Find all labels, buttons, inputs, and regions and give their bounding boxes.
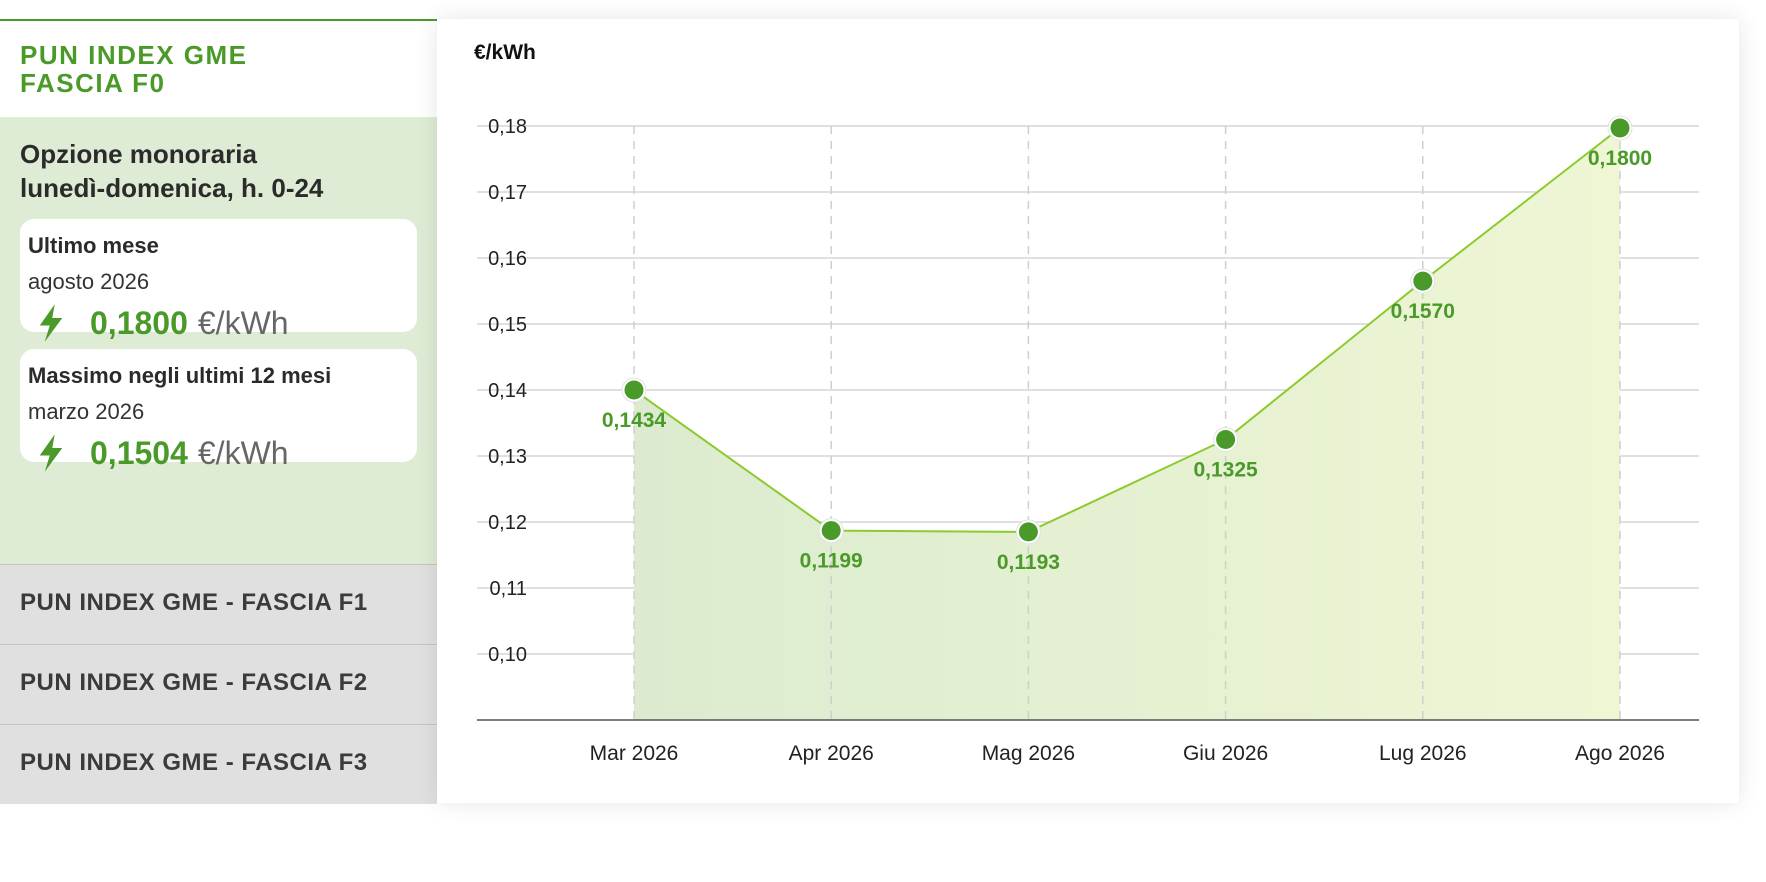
accordion-header-f1[interactable]: PUN INDEX GME - FASCIA F1 bbox=[0, 564, 437, 644]
data-label: 0,1193 bbox=[997, 551, 1060, 574]
data-label: 0,1434 bbox=[602, 409, 667, 432]
price-line-chart: €/kWh 0,10 0,11 0,12 0,13 0,14 0,15 0,16 0,17 0,1… bbox=[474, 41, 1699, 765]
y-tick-label: 0,18 bbox=[488, 116, 527, 138]
x-tick-label: Mag 2026 bbox=[982, 742, 1075, 765]
y-tick-label: 0,16 bbox=[488, 248, 527, 270]
accordion-header-f2[interactable]: PUN INDEX GME - FASCIA F2 bbox=[0, 644, 437, 724]
y-tick-label: 0,15 bbox=[488, 314, 527, 336]
data-point bbox=[821, 521, 841, 541]
data-point bbox=[1610, 118, 1630, 138]
lightning-bolt-icon bbox=[39, 434, 63, 472]
option-title: Opzione monoraria lunedì-domenica, h. 0-… bbox=[20, 137, 417, 205]
card-value: 0,1800 bbox=[90, 304, 188, 341]
option-title-line1: Opzione monoraria bbox=[20, 139, 257, 169]
y-tick-label: 0,13 bbox=[488, 446, 527, 468]
data-point bbox=[1413, 271, 1433, 291]
data-label: 0,1800 bbox=[1588, 147, 1652, 170]
tariff-sidebar: PUN INDEX GME FASCIA F0 Opzione monorari… bbox=[0, 19, 437, 804]
card-unit: €/kWh bbox=[197, 304, 289, 341]
lightning-bolt-icon bbox=[39, 304, 63, 342]
data-label: 0,1199 bbox=[800, 550, 863, 573]
accordion-title-line2: FASCIA F0 bbox=[20, 68, 166, 98]
data-label: 0,1570 bbox=[1391, 300, 1455, 323]
data-label: 0,1325 bbox=[1193, 459, 1258, 482]
card-period: marzo 2026 bbox=[28, 399, 145, 424]
x-tick-label: Lug 2026 bbox=[1379, 742, 1467, 765]
accordion-header-f3[interactable]: PUN INDEX GME - FASCIA F3 bbox=[0, 724, 437, 804]
data-point bbox=[624, 380, 644, 400]
x-tick-label: Apr 2026 bbox=[789, 742, 874, 765]
accordion-title-line1: PUN INDEX GME bbox=[20, 40, 248, 70]
y-tick-label: 0,14 bbox=[488, 380, 527, 402]
series-line bbox=[633, 127, 1621, 533]
y-tick-label: 0,17 bbox=[488, 182, 527, 204]
x-tick-label: Ago 2026 bbox=[1575, 742, 1665, 765]
last-month-card: Ultimo mese agosto 2026 0,1800 €/kWh bbox=[20, 219, 417, 342]
y-tick-label: 0,10 bbox=[488, 644, 527, 666]
card-period: agosto 2026 bbox=[28, 269, 150, 294]
data-point bbox=[1216, 430, 1236, 449]
y-tick-label: 0,12 bbox=[488, 512, 527, 534]
accordion-header-f0[interactable]: PUN INDEX GME FASCIA F0 bbox=[0, 19, 437, 117]
series-area bbox=[634, 127, 1620, 721]
card-unit: €/kWh bbox=[197, 434, 289, 471]
accordion-panel-f0: Opzione monoraria lunedì-domenica, h. 0-… bbox=[0, 117, 437, 564]
x-tick-label: Giu 2026 bbox=[1183, 742, 1268, 765]
x-tick-label: Mar 2026 bbox=[590, 742, 679, 765]
card-title: Ultimo mese bbox=[28, 233, 159, 258]
y-axis-unit-label: €/kWh bbox=[474, 41, 536, 64]
max-12-months-card: Massimo negli ultimi 12 mesi marzo 2026 … bbox=[20, 349, 417, 472]
card-title: Massimo negli ultimi 12 mesi bbox=[28, 363, 332, 388]
chart-panel: €/kWh 0,10 0,11 0,12 0,13 0,14 0,15 0,16 0,17 0,1… bbox=[437, 19, 1739, 803]
card-value: 0,1504 bbox=[90, 434, 188, 471]
y-tick-label: 0,11 bbox=[490, 578, 527, 600]
option-title-line2: lunedì-domenica, h. 0-24 bbox=[20, 173, 324, 203]
data-point bbox=[1018, 522, 1038, 542]
